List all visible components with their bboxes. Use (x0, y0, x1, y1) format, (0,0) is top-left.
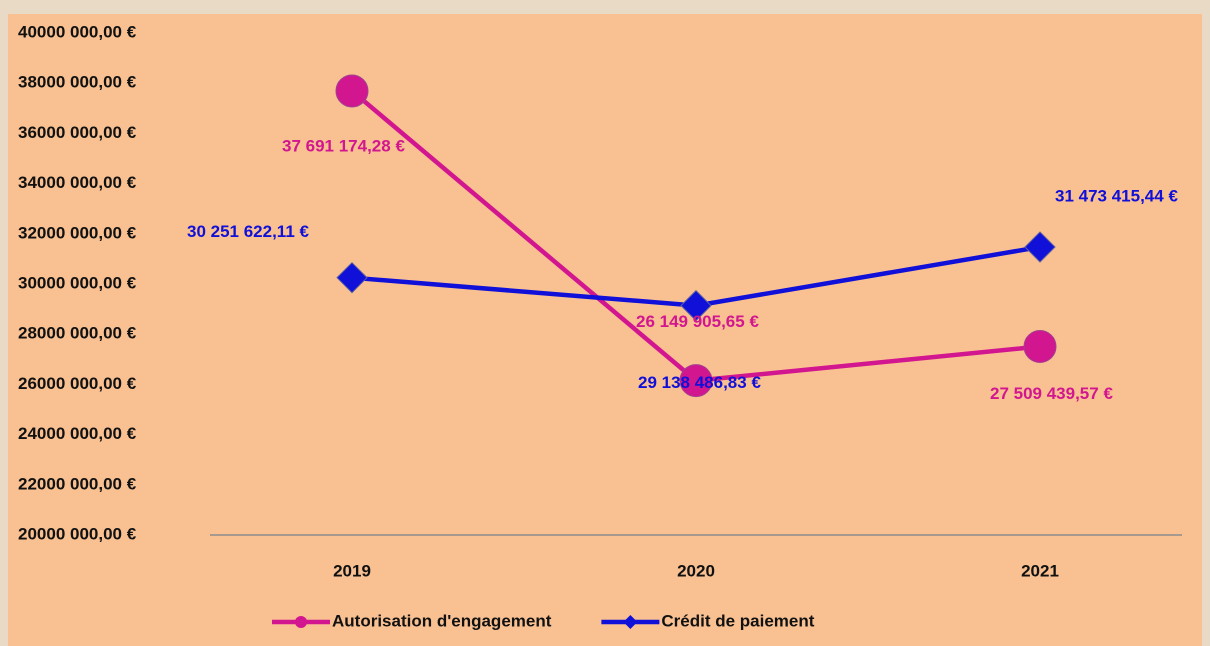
data-label: 29 138 486,83 € (638, 373, 761, 392)
data-point (1023, 330, 1057, 364)
x-tick-label: 2020 (677, 561, 715, 580)
y-tick-label: 22000 000,00 € (18, 474, 137, 493)
data-point (679, 364, 713, 398)
y-tick-label: 32000 000,00 € (18, 223, 137, 242)
y-tick-label: 36000 000,00 € (18, 123, 137, 142)
legend-marker (623, 615, 638, 629)
data-label: 27 509 439,57 € (990, 384, 1113, 403)
y-tick-label: 30000 000,00 € (18, 273, 137, 292)
y-tick-label: 26000 000,00 € (18, 374, 137, 393)
data-point (336, 261, 368, 294)
data-point (680, 289, 712, 322)
data-point (335, 74, 369, 108)
y-tick-label: 34000 000,00 € (18, 173, 137, 192)
y-tick-label: 38000 000,00 € (18, 73, 137, 92)
y-tick-label: 20000 000,00 € (18, 524, 137, 543)
legend-label: Crédit de paiement (661, 611, 814, 630)
x-tick-label: 2021 (1021, 561, 1059, 580)
legend-label: Autorisation d'engagement (332, 611, 552, 630)
y-tick-label: 28000 000,00 € (18, 324, 137, 343)
data-point (1024, 231, 1056, 263)
y-tick-label: 40000 000,00 € (18, 22, 137, 41)
y-tick-label: 24000 000,00 € (18, 424, 137, 443)
data-label: 30 251 622,11 € (187, 222, 310, 241)
x-tick-label: 2019 (333, 561, 371, 580)
chart-area (8, 14, 1202, 646)
legend-marker (295, 616, 307, 628)
data-label: 37 691 174,28 € (282, 136, 405, 155)
data-label: 26 149 905,65 € (636, 312, 759, 331)
data-label: 31 473 415,44 € (1055, 187, 1178, 206)
